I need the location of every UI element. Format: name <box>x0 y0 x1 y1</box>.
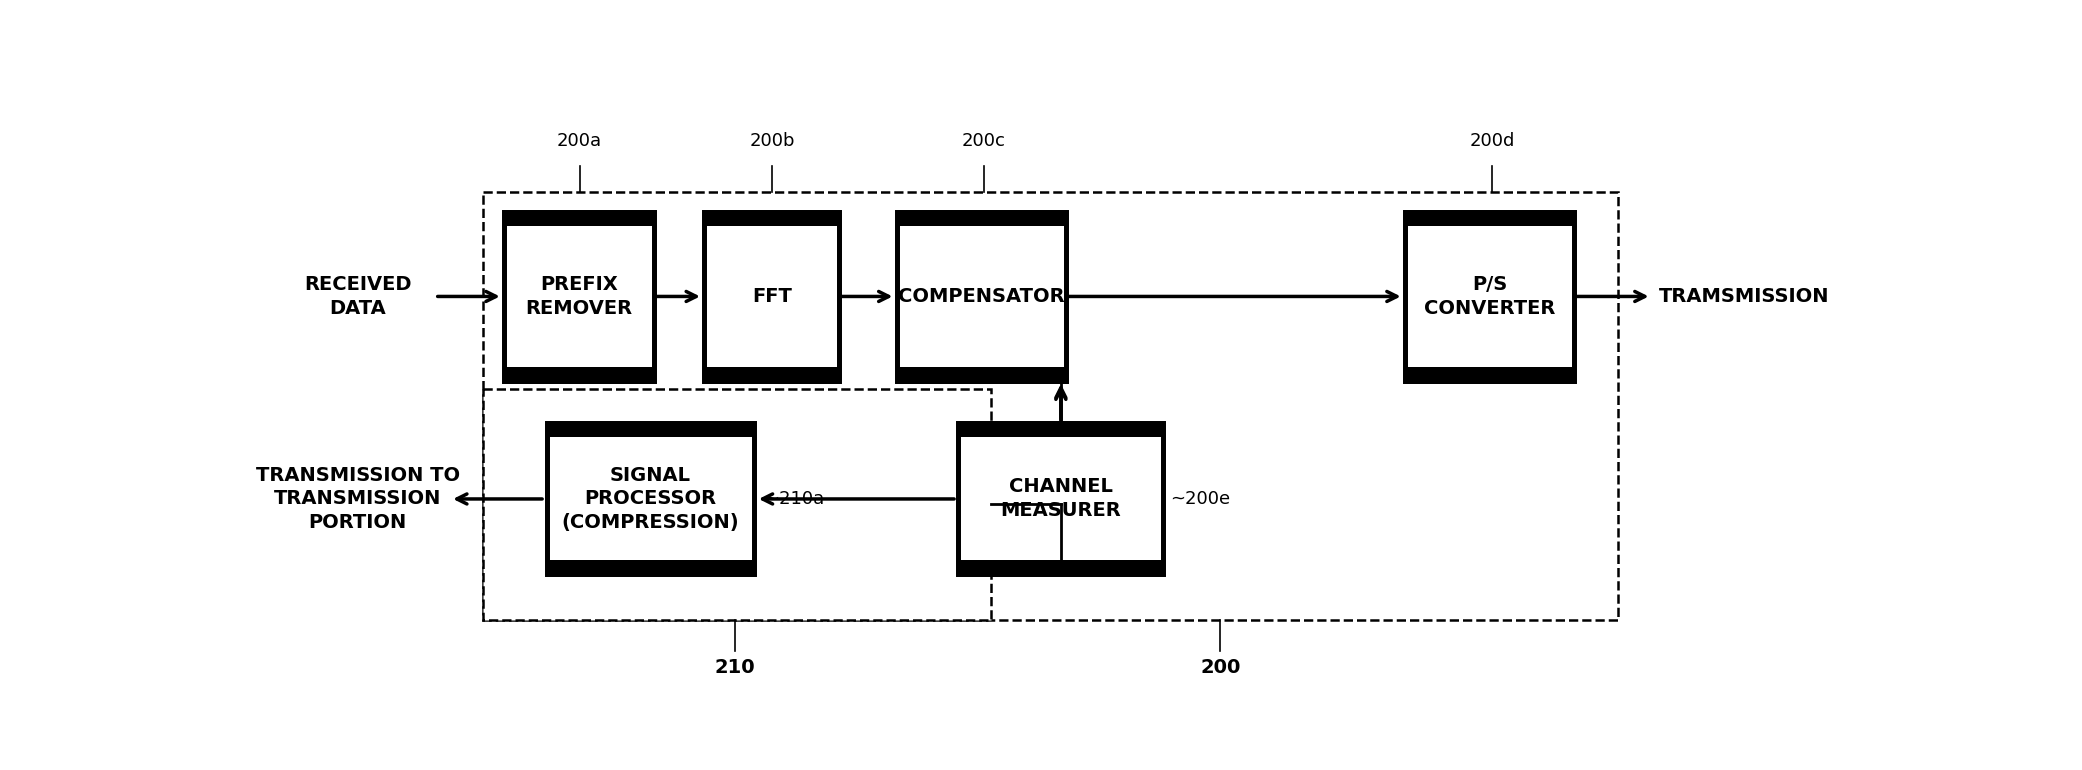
Text: 200d: 200d <box>1470 132 1516 150</box>
Text: 200c: 200c <box>962 132 1006 150</box>
Text: ~210a: ~210a <box>764 490 824 508</box>
Text: PREFIX
REMOVER: PREFIX REMOVER <box>525 275 633 318</box>
Bar <box>704 212 839 226</box>
Bar <box>704 212 839 381</box>
Bar <box>958 424 1162 574</box>
Bar <box>1405 212 1574 381</box>
Text: 210: 210 <box>714 658 756 678</box>
Text: CHANNEL
MEASURER: CHANNEL MEASURER <box>999 477 1120 520</box>
Text: 200a: 200a <box>558 132 602 150</box>
Bar <box>897 367 1066 381</box>
Bar <box>704 367 839 381</box>
Bar <box>958 560 1162 574</box>
Text: P/S
CONVERTER: P/S CONVERTER <box>1424 275 1555 318</box>
Bar <box>483 192 1618 620</box>
Bar <box>958 424 1162 437</box>
Bar <box>545 424 754 437</box>
Bar <box>1405 212 1574 381</box>
Bar <box>504 212 654 226</box>
Bar <box>897 212 1066 226</box>
Text: SIGNAL
PROCESSOR
(COMPRESSION): SIGNAL PROCESSOR (COMPRESSION) <box>562 466 739 531</box>
Bar <box>545 424 754 574</box>
Bar <box>958 424 1162 574</box>
Text: COMPENSATOR: COMPENSATOR <box>897 287 1064 306</box>
Bar <box>545 424 754 574</box>
Bar <box>483 389 991 620</box>
Bar <box>704 212 839 381</box>
Text: 200: 200 <box>1199 658 1241 678</box>
Bar <box>897 212 1066 381</box>
Bar <box>1405 212 1574 226</box>
Text: RECEIVED
DATA: RECEIVED DATA <box>304 275 412 318</box>
Text: 200b: 200b <box>750 132 795 150</box>
Bar <box>897 212 1066 381</box>
Bar <box>504 212 654 381</box>
Text: TRAMSMISSION: TRAMSMISSION <box>1659 287 1830 306</box>
Text: ~200e: ~200e <box>1170 490 1230 508</box>
Text: FFT: FFT <box>752 287 791 306</box>
Bar <box>545 560 754 574</box>
Text: TRANSMISSION TO
TRANSMISSION
PORTION: TRANSMISSION TO TRANSMISSION PORTION <box>256 466 460 532</box>
Bar <box>504 367 654 381</box>
Bar <box>504 212 654 381</box>
Bar <box>1405 367 1574 381</box>
